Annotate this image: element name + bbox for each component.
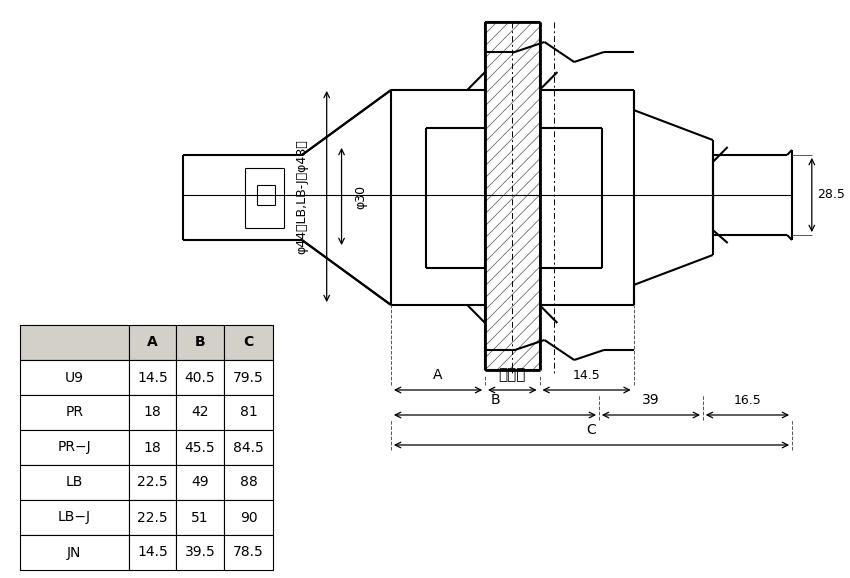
Text: JN: JN bbox=[67, 546, 82, 560]
FancyBboxPatch shape bbox=[176, 500, 224, 535]
Text: 49: 49 bbox=[191, 476, 209, 490]
FancyBboxPatch shape bbox=[176, 430, 224, 465]
Text: C: C bbox=[243, 335, 253, 350]
Text: 22.5: 22.5 bbox=[137, 510, 167, 524]
FancyBboxPatch shape bbox=[128, 465, 176, 500]
Text: 18: 18 bbox=[144, 440, 162, 454]
Text: LB−J: LB−J bbox=[58, 510, 91, 524]
Text: 40.5: 40.5 bbox=[184, 370, 215, 384]
FancyBboxPatch shape bbox=[224, 535, 273, 570]
FancyBboxPatch shape bbox=[128, 430, 176, 465]
Text: 扉　厂: 扉 厂 bbox=[499, 367, 526, 382]
FancyBboxPatch shape bbox=[176, 535, 224, 570]
Text: 28.5: 28.5 bbox=[817, 188, 845, 202]
FancyBboxPatch shape bbox=[224, 465, 273, 500]
Text: 18: 18 bbox=[144, 406, 162, 420]
Text: 88: 88 bbox=[240, 476, 258, 490]
FancyBboxPatch shape bbox=[20, 535, 128, 570]
Text: 78.5: 78.5 bbox=[233, 546, 264, 560]
Text: 45.5: 45.5 bbox=[184, 440, 215, 454]
Text: 14.5: 14.5 bbox=[137, 370, 167, 384]
FancyBboxPatch shape bbox=[176, 395, 224, 430]
FancyBboxPatch shape bbox=[128, 500, 176, 535]
Text: 42: 42 bbox=[191, 406, 209, 420]
Text: B: B bbox=[195, 335, 206, 350]
FancyBboxPatch shape bbox=[20, 430, 128, 465]
Text: 39.5: 39.5 bbox=[184, 546, 215, 560]
Text: B: B bbox=[490, 393, 500, 407]
FancyBboxPatch shape bbox=[20, 325, 128, 360]
Text: 16.5: 16.5 bbox=[734, 394, 762, 407]
Text: 51: 51 bbox=[191, 510, 209, 524]
Text: C: C bbox=[586, 423, 597, 437]
FancyBboxPatch shape bbox=[224, 395, 273, 430]
FancyBboxPatch shape bbox=[128, 395, 176, 430]
Text: PR: PR bbox=[65, 406, 83, 420]
Text: 90: 90 bbox=[240, 510, 258, 524]
FancyBboxPatch shape bbox=[224, 325, 273, 360]
Text: 14.5: 14.5 bbox=[573, 369, 600, 382]
FancyBboxPatch shape bbox=[176, 325, 224, 360]
Text: 84.5: 84.5 bbox=[233, 440, 264, 454]
FancyBboxPatch shape bbox=[20, 465, 128, 500]
Text: A: A bbox=[434, 368, 443, 382]
FancyBboxPatch shape bbox=[224, 500, 273, 535]
FancyBboxPatch shape bbox=[20, 360, 128, 395]
Text: 22.5: 22.5 bbox=[137, 476, 167, 490]
Text: PR−J: PR−J bbox=[58, 440, 91, 454]
Text: φ44（LB,LB-J：φ48）: φ44（LB,LB-J：φ48） bbox=[296, 139, 309, 254]
FancyBboxPatch shape bbox=[176, 465, 224, 500]
Text: 14.5: 14.5 bbox=[137, 546, 167, 560]
FancyBboxPatch shape bbox=[224, 360, 273, 395]
FancyBboxPatch shape bbox=[176, 360, 224, 395]
Text: 79.5: 79.5 bbox=[233, 370, 264, 384]
FancyBboxPatch shape bbox=[128, 325, 176, 360]
Text: φ30: φ30 bbox=[354, 184, 368, 209]
FancyBboxPatch shape bbox=[128, 360, 176, 395]
Text: 39: 39 bbox=[642, 393, 660, 407]
Text: A: A bbox=[147, 335, 158, 350]
Text: LB: LB bbox=[65, 476, 83, 490]
FancyBboxPatch shape bbox=[20, 395, 128, 430]
FancyBboxPatch shape bbox=[20, 500, 128, 535]
FancyBboxPatch shape bbox=[224, 430, 273, 465]
Text: 81: 81 bbox=[240, 406, 258, 420]
Text: U9: U9 bbox=[65, 370, 84, 384]
FancyBboxPatch shape bbox=[128, 535, 176, 570]
